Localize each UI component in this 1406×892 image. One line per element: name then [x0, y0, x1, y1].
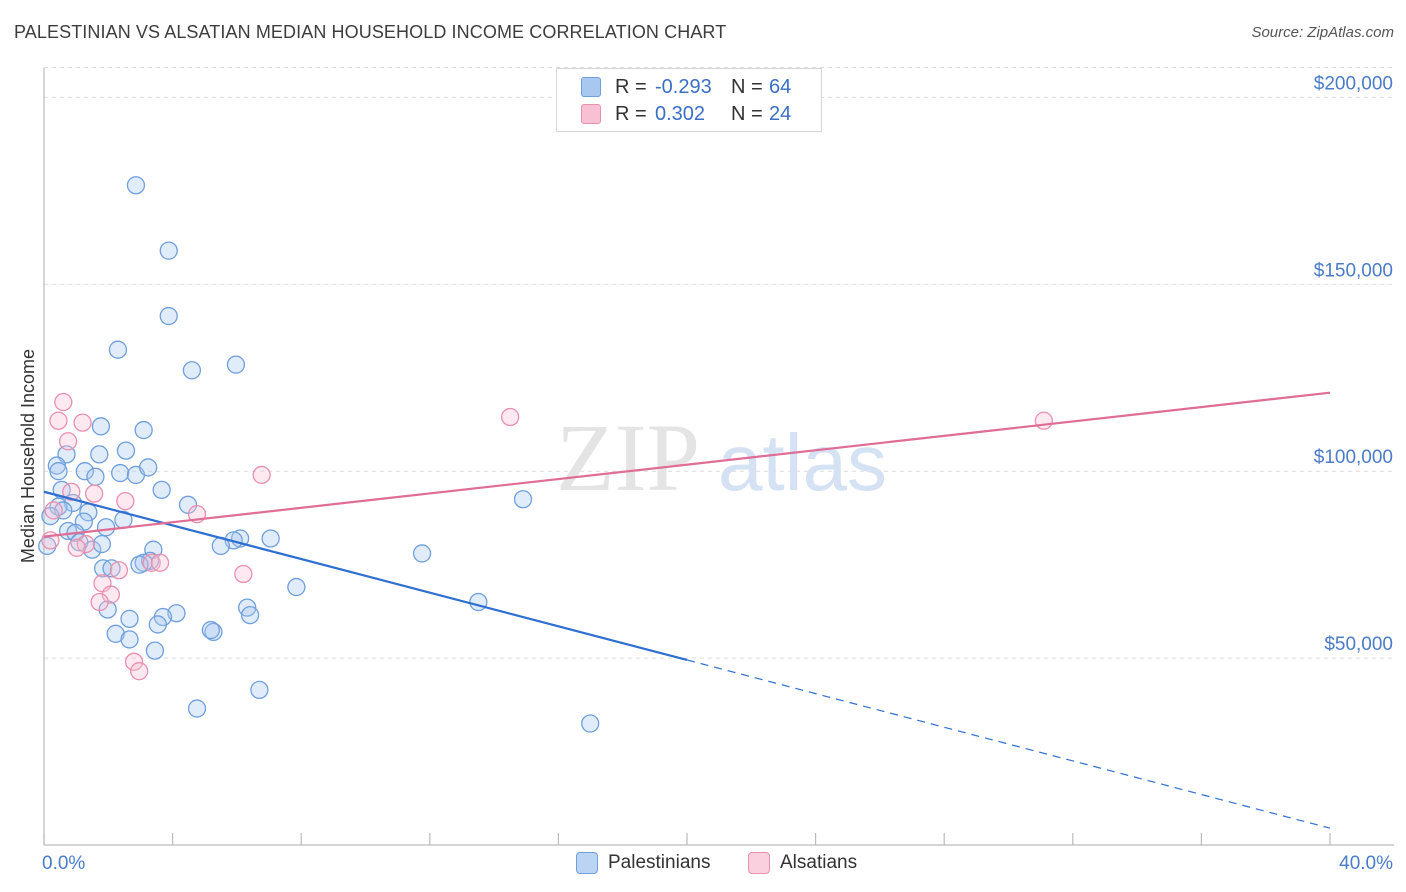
series-legend: Palestinians Alsatians [0, 852, 1406, 878]
x-tick-label-max: 40.0% [1339, 853, 1393, 874]
y-tick-label: $200,000 [1314, 73, 1393, 94]
x-tick-label-min: 0.0% [42, 853, 85, 874]
palestinians-swatch [576, 852, 598, 874]
palestinians-point [139, 458, 158, 477]
palestinians-point [167, 604, 186, 623]
legend-row-alsatians: R = 0.302 N = 24 [581, 101, 791, 127]
correlation-legend: R = -0.293 N = 64 R = 0.302 N = 24 [556, 68, 822, 132]
legend-row-palestinians: R = -0.293 N = 64 [581, 74, 791, 100]
legend-r-value: -0.293 [655, 75, 712, 98]
palestinians-label: Palestinians [608, 852, 711, 873]
palestinians-point [159, 241, 178, 260]
alsatians-point [49, 411, 68, 430]
legend-n-label: N = [731, 75, 763, 98]
alsatians-point [58, 432, 78, 451]
y-tick-labels: $50,000 $100,000 $150,000 $200,000 [1314, 73, 1393, 655]
palestinians-point [102, 559, 121, 578]
y-tick-label: $100,000 [1314, 447, 1393, 468]
trend-lines [43, 391, 1331, 829]
alsatians-point [90, 592, 109, 612]
watermark-zip: ZIP [556, 404, 700, 511]
palestinians-point [201, 620, 221, 640]
palestinians-point [250, 680, 269, 700]
palestinians-point [159, 306, 178, 326]
legend-swatch-palestinians [581, 77, 601, 97]
x-tick-labels: 0.0% 40.0% [42, 853, 1393, 874]
alsatians-point [85, 484, 104, 503]
y-tick-label: $50,000 [1324, 634, 1393, 655]
palestinians-point [41, 506, 60, 526]
source-label: Source: ZipAtlas.com [1251, 24, 1394, 41]
axes [43, 68, 1394, 846]
alsatians-point [54, 392, 73, 412]
palestinians-point [148, 615, 167, 634]
palestinians-point [187, 699, 207, 718]
palestinians-point [96, 518, 116, 537]
palestinians-point [75, 462, 94, 481]
alsatians-trend-line [43, 391, 1331, 538]
alsatians-point [1034, 411, 1054, 430]
watermark: ZIP atlas [556, 404, 887, 511]
legend-r-label: R = [615, 75, 647, 98]
palestinians-point [134, 420, 153, 440]
alsatians-point [76, 534, 95, 554]
watermark-atlas: atlas [718, 418, 887, 507]
legend-n-value: 24 [769, 102, 792, 125]
alsatians-point [501, 407, 520, 427]
palestinians-point [204, 622, 223, 642]
palestinians-point [240, 605, 260, 625]
palestinians-points [38, 176, 600, 733]
alsatians-point [44, 501, 63, 520]
alsatians-point [252, 465, 271, 485]
palestinians-trend-line [43, 490, 688, 662]
palestinians-point [108, 340, 128, 359]
alsatians-point [67, 538, 86, 557]
legend-r-label: R = [615, 102, 647, 125]
palestinians-point [120, 609, 139, 628]
legend-swatch-alsatians [581, 104, 601, 124]
alsatians-point [62, 482, 81, 501]
palestinians-point [261, 529, 280, 548]
palestinians-point [120, 630, 139, 649]
palestinians-point [182, 361, 202, 380]
chart-title: PALESTINIAN VS ALSATIAN MEDIAN HOUSEHOLD… [14, 22, 727, 42]
legend-item-alsatians[interactable]: Alsatians [748, 852, 857, 874]
palestinians-point [581, 714, 600, 733]
palestinians-point [513, 490, 533, 509]
y-tick-label: $150,000 [1314, 260, 1393, 281]
palestinians-point [106, 624, 125, 643]
legend-item-palestinians[interactable]: Palestinians [576, 852, 710, 874]
palestinians-point [152, 480, 171, 500]
legend-n-label: N = [731, 102, 763, 125]
palestinians-point [145, 641, 165, 660]
legend-n-value: 64 [769, 75, 792, 98]
alsatians-point [150, 553, 170, 572]
y-axis-label: Median Household Income [18, 349, 38, 563]
alsatians-point [130, 662, 149, 681]
palestinians-point [126, 176, 146, 195]
palestinians-point [91, 417, 111, 436]
palestinians-point [49, 462, 68, 481]
palestinians-point [116, 441, 136, 460]
alsatians-point [116, 491, 135, 511]
alsatians-points [41, 392, 1054, 681]
alsatians-point [73, 413, 92, 432]
palestinians-point [111, 463, 130, 483]
palestinians-point [86, 467, 105, 486]
legend-r-value: 0.302 [655, 102, 706, 125]
palestinians-point [92, 534, 112, 554]
palestinians-point [38, 536, 57, 556]
palestinians-point [412, 544, 432, 563]
palestinians-point [287, 577, 306, 597]
palestinians-trend-extension [686, 659, 1331, 829]
alsatians-point [124, 652, 144, 671]
alsatians-swatch [748, 852, 770, 874]
alsatians-point [109, 561, 129, 580]
palestinians-point [90, 445, 109, 464]
palestinians-point [226, 355, 246, 374]
alsatians-label: Alsatians [780, 852, 858, 873]
alsatians-point [234, 564, 253, 584]
